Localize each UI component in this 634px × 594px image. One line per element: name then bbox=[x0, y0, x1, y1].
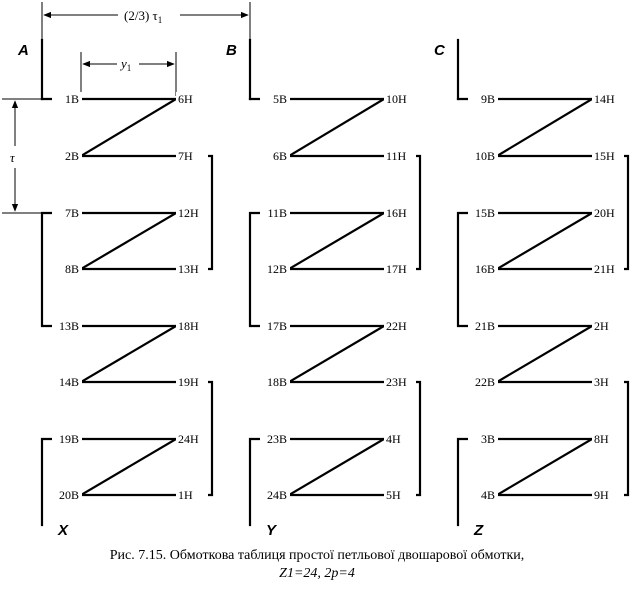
coil-diagonal-wire bbox=[287, 97, 386, 158]
pitch-dimension: (2/3) τ1 bbox=[41, 2, 251, 44]
coil-diagonal-wire bbox=[287, 211, 386, 271]
coil-diagonal-wire bbox=[287, 437, 386, 497]
phase-end-label: Y bbox=[266, 522, 278, 539]
slot-label-right: 9H bbox=[594, 488, 609, 502]
slot-label-left: 17B bbox=[267, 319, 287, 333]
slot-label-right: 3H bbox=[594, 375, 609, 389]
phase-end-label: Z bbox=[473, 522, 484, 539]
slot-label-right: 12H bbox=[178, 206, 199, 220]
slot-label-right: 8H bbox=[594, 432, 609, 446]
slot-label-right: 21H bbox=[594, 262, 615, 276]
slot-label-left: 5B bbox=[273, 92, 287, 106]
slot-label-right: 22H bbox=[386, 319, 407, 333]
left-connector-wire bbox=[40, 211, 58, 328]
slot-label-right: 23H bbox=[386, 375, 407, 389]
phase-start-label: C bbox=[434, 42, 446, 59]
winding-column-3: C Z 9B 14H 10B 15H 15B 20H 16B 21H 21B 2H 22B 3H 3B 8H 4… bbox=[434, 38, 630, 539]
slot-label-right: 7H bbox=[178, 149, 193, 163]
slot-label-right: 1H bbox=[178, 488, 193, 502]
slot-label-left: 14B bbox=[59, 375, 79, 389]
winding-column-2: B Y 5B 10H 6B 11H 11B 16H 12B 17H 17B 22H 18B 23H 23B 4… bbox=[226, 38, 422, 539]
slot-label-left: 8B bbox=[65, 262, 79, 276]
tau-label: τ bbox=[10, 150, 16, 165]
slot-label-left: 12B bbox=[267, 262, 287, 276]
lead-out-wire bbox=[456, 437, 474, 527]
y1-label: y1 bbox=[119, 56, 131, 73]
slot-label-right: 2H bbox=[594, 319, 609, 333]
figure-caption: Рис. 7.15. Обмоткова таблиця простої пет… bbox=[0, 547, 634, 583]
coil-diagonal-wire bbox=[287, 324, 386, 384]
slot-label-right: 4H bbox=[386, 432, 401, 446]
slot-label-left: 13B bbox=[59, 319, 79, 333]
slot-label-left: 10B bbox=[475, 149, 495, 163]
slot-label-right: 16H bbox=[386, 206, 407, 220]
coil-diagonal-wire bbox=[495, 97, 594, 158]
slot-label-left: 24B bbox=[267, 488, 287, 502]
slot-label-left: 11B bbox=[267, 206, 287, 220]
slot-label-right: 5H bbox=[386, 488, 401, 502]
slot-label-left: 4B bbox=[481, 488, 495, 502]
slot-label-left: 18B bbox=[267, 375, 287, 389]
y1-dimension: y1 bbox=[80, 52, 177, 96]
slot-label-right: 6H bbox=[178, 92, 193, 106]
slot-label-right: 14H bbox=[594, 92, 615, 106]
coil-diagonal-wire bbox=[79, 211, 178, 271]
winding-columns: A X 1B 6H 2B 7H 7B 12H 8B 13H 13B 18H 14B 19H 19B 24H 20… bbox=[17, 38, 630, 539]
coil-diagonal-wire bbox=[79, 437, 178, 497]
coil-diagonal-wire bbox=[495, 211, 594, 271]
slot-label-right: 10H bbox=[386, 92, 407, 106]
slot-label-left: 16B bbox=[475, 262, 495, 276]
slot-label-right: 24H bbox=[178, 432, 199, 446]
slot-label-left: 6B bbox=[273, 149, 287, 163]
slot-label-right: 13H bbox=[178, 262, 199, 276]
coil-diagonal-wire bbox=[79, 324, 178, 384]
slot-label-right: 15H bbox=[594, 149, 615, 163]
slot-label-right: 11H bbox=[386, 149, 407, 163]
tau-dimension: τ bbox=[2, 98, 42, 214]
slot-label-left: 20B bbox=[59, 488, 79, 502]
slot-label-right: 19H bbox=[178, 375, 199, 389]
phase-start-label: B bbox=[226, 42, 237, 59]
slot-label-right: 17H bbox=[386, 262, 407, 276]
coil-diagonal-wire bbox=[495, 437, 594, 497]
caption-line-1: Рис. 7.15. Обмоткова таблиця простої пет… bbox=[109, 548, 525, 563]
coil-diagonal-wire bbox=[495, 324, 594, 384]
slot-label-right: 20H bbox=[594, 206, 615, 220]
slot-label-left: 22B bbox=[475, 375, 495, 389]
slot-label-left: 21B bbox=[475, 319, 495, 333]
slot-label-left: 9B bbox=[481, 92, 495, 106]
slot-label-left: 15B bbox=[475, 206, 495, 220]
phase-start-label: A bbox=[17, 42, 29, 59]
phase-end-label: X bbox=[57, 522, 69, 539]
slot-label-left: 3B bbox=[481, 432, 495, 446]
left-connector-wire bbox=[248, 211, 266, 328]
slot-label-right: 18H bbox=[178, 319, 199, 333]
caption-line-2: Z1=24, 2p=4 bbox=[279, 566, 355, 581]
left-connector-wire bbox=[456, 211, 474, 328]
slot-label-left: 23B bbox=[267, 432, 287, 446]
coil-diagonal-wire bbox=[79, 97, 178, 158]
slot-label-left: 1B bbox=[65, 92, 79, 106]
slot-label-left: 7B bbox=[65, 206, 79, 220]
slot-label-left: 19B bbox=[59, 432, 79, 446]
winding-column-1: A X 1B 6H 2B 7H 7B 12H 8B 13H 13B 18H 14B 19H 19B 24H 20… bbox=[17, 38, 214, 539]
lead-out-wire bbox=[40, 437, 58, 527]
pitch-label: (2/3) τ1 bbox=[124, 8, 162, 25]
winding-table-diagram: (2/3) τ1 y1 τ A X 1B 6H 2B 7H 7B 12H 8B 13H 13B 18H… bbox=[2, 2, 630, 539]
slot-label-left: 2B bbox=[65, 149, 79, 163]
lead-out-wire bbox=[248, 437, 266, 527]
